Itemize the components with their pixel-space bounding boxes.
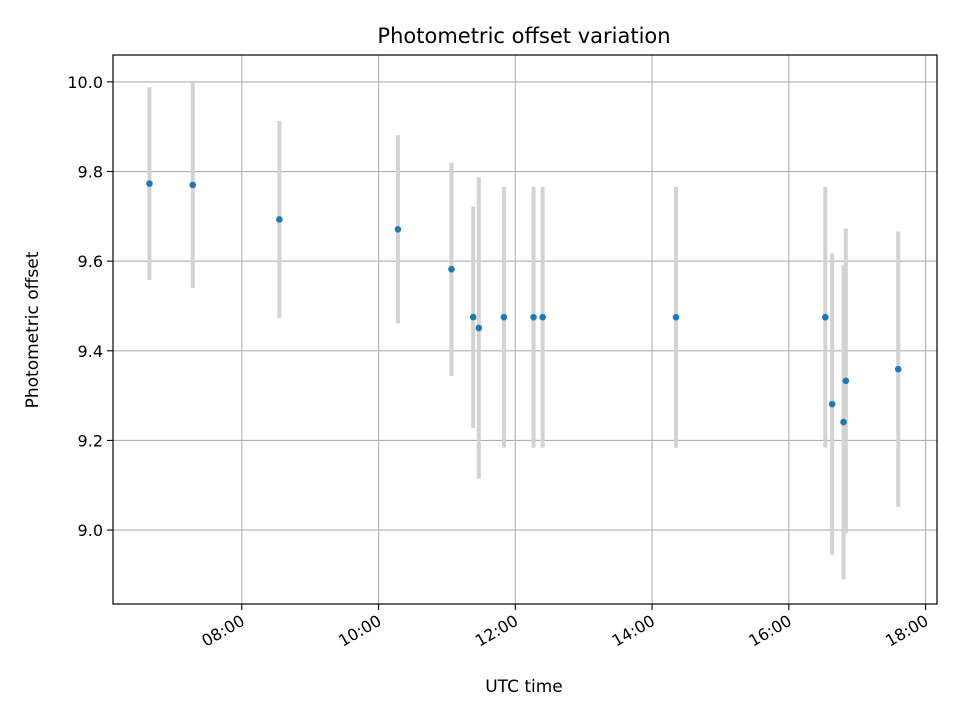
plot-frame <box>112 54 938 605</box>
y-axis-ticks: 9.0 9.2 9.4 9.6 9.8 10.0 <box>67 73 113 540</box>
data-point <box>842 377 850 385</box>
y-tick-label: 9.4 <box>78 342 103 361</box>
y-axis-label: Photometric offset <box>23 251 43 408</box>
data-point <box>500 313 508 321</box>
data-point <box>276 216 283 223</box>
x-axis-label: UTC time <box>485 677 563 697</box>
data-point <box>828 400 836 408</box>
y-tick-label: 9.0 <box>78 521 103 540</box>
data-point <box>894 365 902 373</box>
data-point <box>822 313 829 321</box>
data-point <box>146 180 153 187</box>
data-point <box>530 313 537 321</box>
data-point <box>672 313 680 321</box>
y-tick-label: 9.2 <box>78 431 103 450</box>
data-point <box>394 226 402 233</box>
data-point <box>539 313 546 321</box>
data-point <box>469 313 477 321</box>
y-tick-label: 9.8 <box>78 163 103 182</box>
y-tick-label: 9.6 <box>78 252 103 271</box>
data-point <box>840 418 847 426</box>
y-tick-label: 10.0 <box>67 73 103 92</box>
chart-title: Photometric offset variation <box>377 24 670 48</box>
grid <box>113 55 937 604</box>
data-points <box>146 180 902 426</box>
data-point <box>448 265 455 273</box>
data-point <box>475 324 483 332</box>
data-point <box>189 181 197 189</box>
